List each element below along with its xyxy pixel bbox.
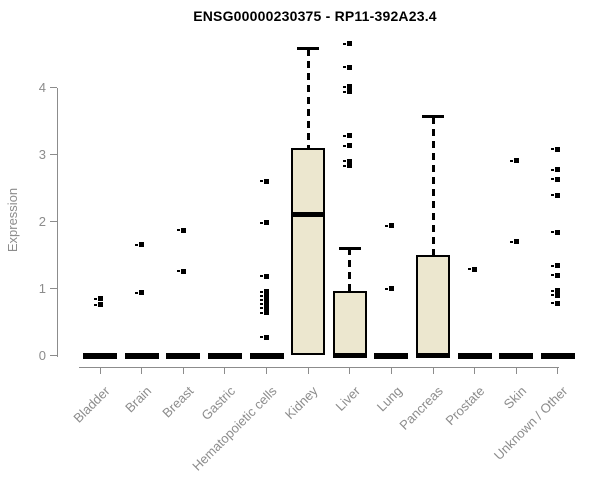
- x-tick: [515, 367, 517, 374]
- outlier-point-unknown-other: [551, 167, 561, 173]
- outlier-point-liver: [343, 163, 353, 169]
- collapsed-box-bladder: [83, 352, 117, 359]
- x-tick: [224, 367, 226, 374]
- outlier-point-hematopoietic-cells: [260, 297, 270, 303]
- outlier-point-hematopoietic-cells: [260, 220, 270, 226]
- outlier-point-brain: [135, 290, 145, 296]
- x-category-label-pancreas: Pancreas: [396, 383, 446, 433]
- box-pancreas: [416, 255, 451, 356]
- collapsed-box-skin: [499, 352, 534, 359]
- outlier-point-liver: [343, 84, 353, 90]
- x-category-label-kidney: Kidney: [282, 383, 322, 423]
- collapsed-box-gastric: [207, 352, 242, 359]
- outlier-point-hematopoietic-cells: [260, 305, 270, 311]
- outlier-point-unknown-other: [551, 288, 561, 293]
- outlier-point-brain: [135, 242, 145, 248]
- collapsed-box-unknown-other: [540, 352, 575, 359]
- x-tick: [182, 367, 184, 374]
- outlier-point-unknown-other: [551, 229, 561, 235]
- x-tick: [557, 367, 559, 374]
- outlier-point-unknown-other: [551, 272, 561, 278]
- x-category-label-skin: Skin: [500, 383, 530, 412]
- whisker-line-liver: [348, 248, 352, 292]
- outlier-point-unknown-other: [551, 300, 561, 306]
- outlier-point-hematopoietic-cells: [260, 273, 270, 279]
- median-line-liver: [332, 353, 367, 358]
- outlier-point-unknown-other: [551, 292, 561, 298]
- whisker-cap-kidney: [297, 47, 320, 51]
- outlier-point-unknown-other: [551, 146, 561, 152]
- x-category-label-unknown-other: Unknown / Other: [491, 383, 571, 463]
- outlier-point-lung: [384, 223, 394, 229]
- y-tick: [50, 288, 57, 289]
- outlier-point-liver: [343, 133, 353, 139]
- outlier-point-lung: [384, 286, 394, 291]
- outlier-point-hematopoietic-cells: [260, 178, 270, 184]
- y-tick: [50, 87, 57, 88]
- outlier-point-bladder: [93, 296, 103, 302]
- x-tick: [474, 367, 476, 374]
- outlier-point-liver: [343, 158, 353, 164]
- outlier-point-hematopoietic-cells: [260, 293, 270, 299]
- y-tick-label: 2: [38, 213, 46, 229]
- whisker-cap-liver: [338, 246, 361, 250]
- outlier-point-hematopoietic-cells: [260, 289, 270, 295]
- y-tick-label: 1: [38, 280, 46, 296]
- x-category-label-lung: Lung: [373, 383, 405, 415]
- y-tick-label: 4: [38, 79, 46, 95]
- outlier-point-hematopoietic-cells: [260, 310, 270, 316]
- y-tick: [50, 355, 57, 356]
- whisker-line-kidney: [306, 48, 310, 148]
- outlier-point-liver: [343, 64, 353, 70]
- outlier-point-hematopoietic-cells: [260, 334, 270, 340]
- y-axis-line: [57, 87, 58, 357]
- collapsed-box-brain: [124, 352, 159, 359]
- collapsed-box-breast: [166, 352, 201, 359]
- x-category-label-hematopoietic-cells: Hematopoietic cells: [189, 383, 280, 474]
- chart-title: ENSG00000230375 - RP11-392A23.4: [193, 8, 437, 24]
- x-tick: [307, 367, 309, 374]
- collapsed-box-prostate: [457, 352, 492, 359]
- box-liver: [332, 291, 367, 356]
- collapsed-box-hematopoietic-cells: [249, 352, 284, 359]
- outlier-point-breast: [176, 268, 186, 274]
- y-tick: [50, 221, 57, 222]
- collapsed-box-lung: [374, 352, 409, 359]
- y-tick-label: 3: [38, 146, 46, 162]
- x-tick: [432, 367, 434, 374]
- x-tick: [266, 367, 268, 374]
- outlier-point-liver: [343, 89, 353, 95]
- outlier-point-unknown-other: [551, 263, 561, 269]
- outlier-point-breast: [176, 227, 186, 233]
- y-tick: [50, 154, 57, 155]
- box-kidney: [291, 147, 326, 356]
- whisker-line-pancreas: [431, 116, 435, 255]
- x-category-label-brain: Brain: [122, 383, 155, 416]
- x-category-label-breast: Breast: [159, 383, 197, 421]
- x-tick: [390, 367, 392, 374]
- x-category-label-bladder: Bladder: [70, 383, 113, 426]
- outlier-point-prostate: [468, 266, 478, 272]
- median-line-kidney: [291, 212, 326, 218]
- x-category-label-gastric: Gastric: [198, 383, 238, 424]
- outlier-point-liver: [343, 41, 353, 47]
- outlier-point-liver: [343, 143, 353, 149]
- outlier-point-skin: [509, 158, 519, 164]
- outlier-point-skin: [509, 239, 519, 245]
- x-tick: [141, 367, 143, 374]
- x-tick: [349, 367, 351, 374]
- whisker-cap-pancreas: [422, 115, 445, 119]
- x-tick: [99, 367, 101, 374]
- median-line-pancreas: [416, 353, 451, 358]
- outlier-point-unknown-other: [551, 192, 561, 198]
- x-category-label-liver: Liver: [332, 383, 363, 414]
- outlier-point-hematopoietic-cells: [260, 301, 270, 307]
- x-category-label-prostate: Prostate: [442, 383, 488, 429]
- outlier-point-bladder: [93, 302, 103, 308]
- x-axis-line: [79, 367, 559, 368]
- outlier-point-unknown-other: [551, 176, 561, 182]
- y-tick-label: 0: [38, 347, 46, 363]
